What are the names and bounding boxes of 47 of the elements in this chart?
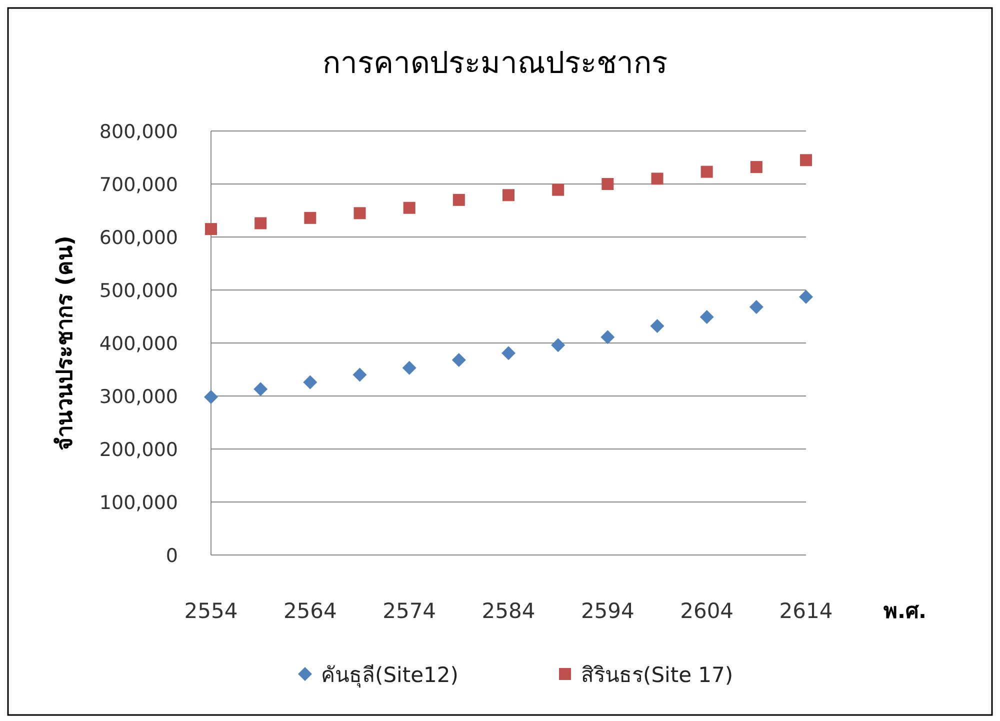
x-tick-label: 2554 [184, 599, 238, 623]
point [799, 290, 813, 304]
point [354, 207, 366, 220]
x-tick-label: 2584 [482, 599, 536, 623]
x-tick-label: 2574 [382, 599, 436, 623]
y-tick-label: 400,000 [99, 333, 178, 355]
legend-label: สิรินธร(Site 17) [581, 663, 734, 687]
point [205, 223, 217, 236]
y-axis-title: จำนวนประชากร (คน) [53, 236, 78, 450]
chart-title: การคาดประมาณประชากร [322, 46, 668, 81]
x-tick-label: 2604 [680, 599, 734, 623]
point [402, 360, 416, 375]
point [600, 330, 615, 344]
point [651, 172, 664, 185]
legend-label: คันธุลี(Site12) [321, 663, 458, 688]
point [602, 178, 614, 190]
point [750, 161, 762, 174]
point [552, 184, 564, 196]
point [452, 352, 466, 367]
point [551, 338, 566, 352]
point [650, 319, 664, 334]
point [700, 166, 713, 178]
point [254, 382, 268, 396]
x-tick-label: 2564 [283, 599, 337, 623]
y-tick-label: 700,000 [99, 174, 178, 196]
point [304, 212, 316, 224]
y-tick-label: 600,000 [99, 227, 178, 249]
point [502, 189, 514, 202]
point [204, 390, 218, 404]
x-tick-label: 2594 [580, 599, 634, 623]
y-tick-label: 200,000 [99, 439, 178, 461]
y-tick-label: 100,000 [99, 492, 178, 514]
point [502, 346, 516, 360]
point [352, 368, 367, 382]
y-tick-label: 500,000 [99, 280, 178, 302]
y-tick-label: 800,000 [99, 121, 178, 143]
point [254, 217, 267, 230]
point [749, 300, 764, 314]
point [403, 202, 416, 214]
x-axis-title: พ.ศ. [884, 599, 926, 623]
y-tick-label: 300,000 [99, 386, 178, 408]
point [800, 154, 812, 166]
point [452, 194, 465, 206]
y-tick-label: 0 [166, 545, 178, 567]
point [700, 310, 714, 324]
point [303, 375, 318, 390]
x-tick-label: 2614 [779, 599, 833, 623]
